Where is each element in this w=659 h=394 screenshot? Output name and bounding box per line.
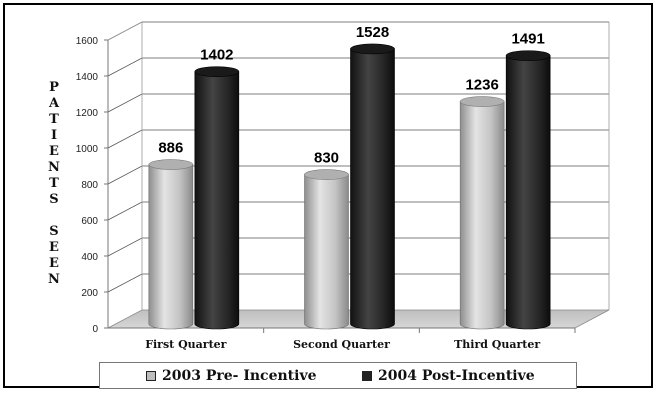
- y-axis-label-letter: N: [48, 160, 60, 175]
- data-label: 1236: [465, 77, 498, 94]
- y-axis-label-letter: I: [50, 128, 58, 143]
- y-tick-label: 600: [81, 216, 98, 227]
- bar: [350, 43, 395, 330]
- y-axis-label-letter: P: [49, 80, 59, 95]
- legend: 2003 Pre- Incentive 2004 Post-Incentive: [99, 362, 577, 389]
- data-label: 1491: [511, 31, 544, 48]
- bar: [304, 169, 349, 330]
- bar: [505, 50, 551, 330]
- data-label: 1402: [200, 47, 233, 64]
- bar: [194, 66, 240, 330]
- y-axis-label-letter: T: [49, 176, 59, 191]
- y-tick-label: 400: [81, 252, 98, 263]
- data-labels: 886 830 1236 1402 1528 1491: [158, 24, 545, 167]
- y-axis-label-letter: S: [49, 192, 59, 207]
- y-axis-label-letter: A: [48, 96, 60, 111]
- y-tick-label: 1600: [76, 36, 99, 47]
- x-tick-label: First Quarter: [145, 338, 226, 351]
- data-label: 1528: [356, 24, 389, 41]
- y-axis-label-letter: N: [48, 272, 60, 287]
- y-tick-label: 800: [81, 180, 98, 191]
- legend-item-2004: 2004 Post-Incentive: [362, 368, 535, 384]
- legend-swatch-2003: [146, 371, 156, 381]
- gridlines: [107, 21, 610, 310]
- axes: 0 200 400 600 800 1000 1200 1400 1600 First Quart…: [76, 36, 576, 351]
- data-label: 886: [158, 140, 183, 157]
- y-axis-label-letter: E: [49, 240, 59, 255]
- y-tick-label: 1400: [76, 72, 99, 83]
- y-axis-label-letter: T: [49, 112, 59, 127]
- bar: [148, 159, 194, 330]
- legend-label-2004: 2004 Post-Incentive: [378, 368, 535, 384]
- y-tick-label: 1000: [76, 144, 99, 155]
- x-tick-label: Third Quarter: [454, 338, 540, 351]
- bar: [459, 96, 505, 330]
- legend-item-2003: 2003 Pre- Incentive: [146, 368, 317, 384]
- bars: [148, 43, 551, 330]
- y-tick-label: 1200: [76, 108, 99, 119]
- y-axis-label-letter: S: [49, 224, 59, 239]
- y-axis-label-letter: E: [49, 256, 59, 271]
- data-label: 830: [314, 150, 339, 167]
- legend-swatch-2004: [362, 371, 372, 381]
- legend-label-2003: 2003 Pre- Incentive: [162, 368, 317, 384]
- y-tick-label: 0: [92, 324, 98, 335]
- y-axis-label-letter: E: [49, 144, 59, 159]
- x-tick-label: Second Quarter: [293, 338, 390, 351]
- y-tick-label: 200: [81, 288, 98, 299]
